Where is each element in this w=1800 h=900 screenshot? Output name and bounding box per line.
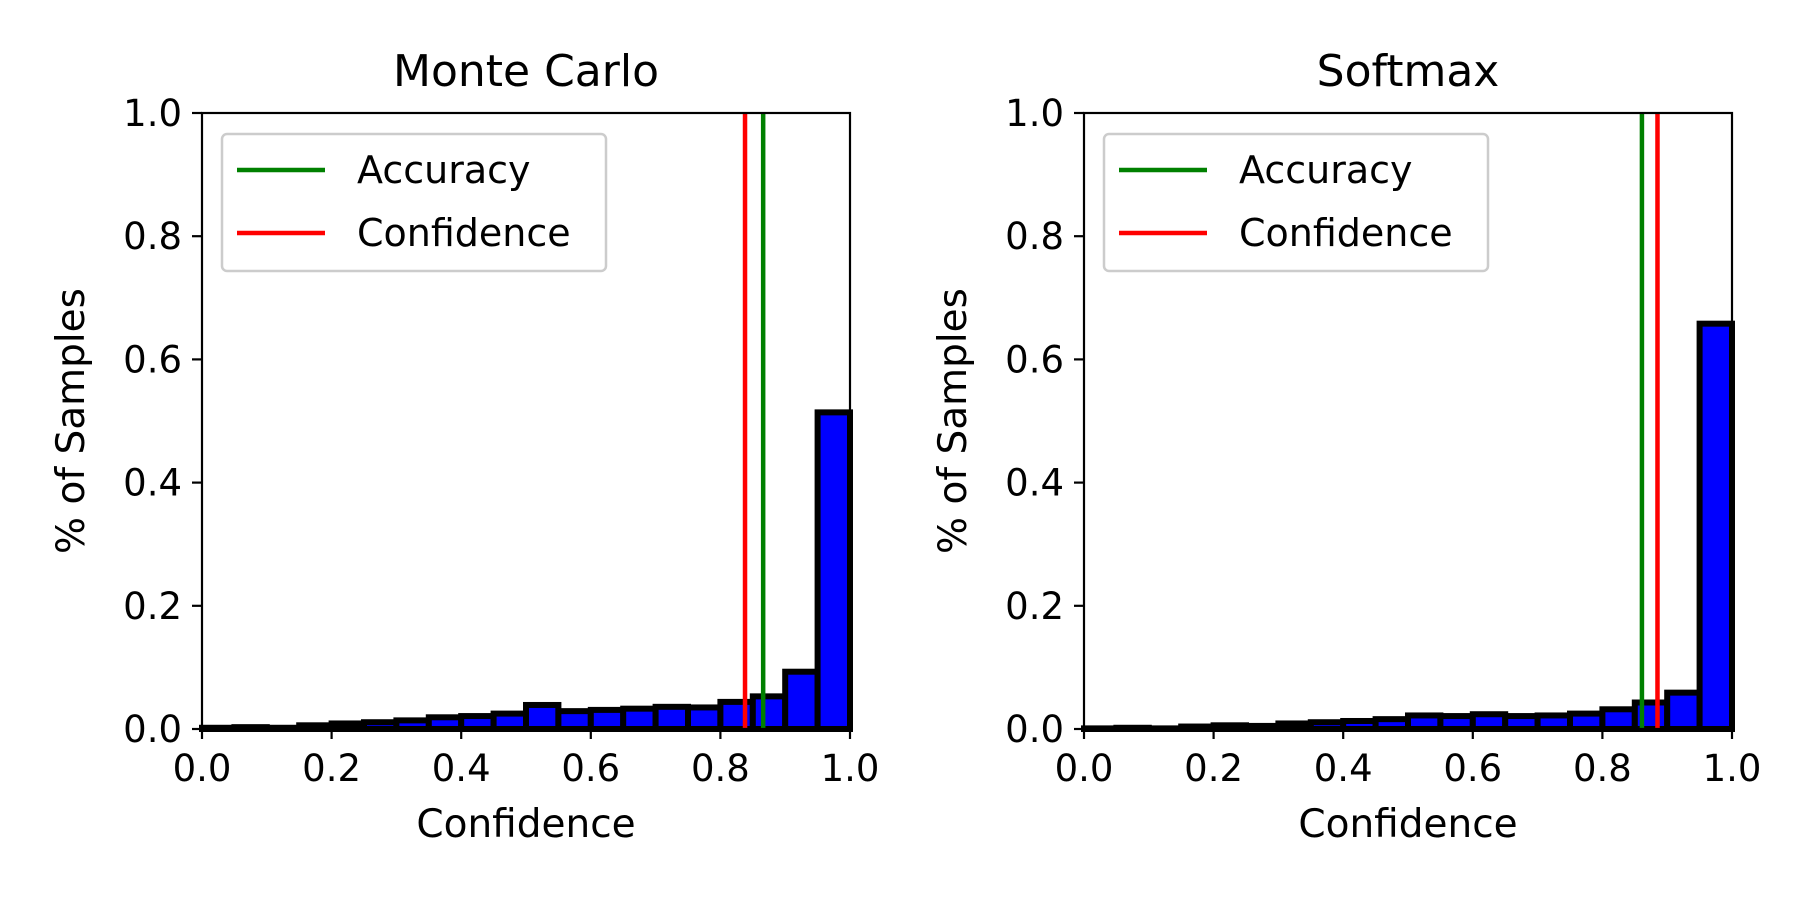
- bar: [814, 409, 853, 732]
- y-tick-label: 0.8: [123, 215, 182, 258]
- bar: [1534, 712, 1573, 732]
- x-tick-label: 0.0: [173, 747, 232, 790]
- bar: [749, 693, 789, 732]
- chart-title: Monte Carlo: [393, 46, 659, 97]
- bar: [1469, 711, 1509, 733]
- x-axis-label: Confidence: [1298, 802, 1517, 847]
- y-tick-label: 0.2: [1005, 585, 1064, 628]
- y-axis-label: % of Samples: [931, 288, 976, 554]
- bar: [1502, 713, 1541, 733]
- bar: [1599, 706, 1638, 733]
- legend-label: Confidence: [357, 211, 571, 255]
- bars-group: [1081, 320, 1735, 733]
- y-tick-label: 0.0: [1005, 708, 1064, 751]
- bar: [782, 668, 821, 732]
- bar: [1405, 712, 1444, 732]
- bar: [490, 710, 530, 732]
- y-tick-label: 0.4: [123, 462, 182, 505]
- bar: [458, 713, 497, 733]
- y-axis-label: % of Samples: [49, 288, 94, 554]
- x-tick-label: 0.6: [1443, 747, 1502, 790]
- y-tick-label: 0.2: [123, 585, 182, 628]
- bar: [1664, 689, 1703, 733]
- y-tick-label: 0.6: [1005, 338, 1064, 381]
- bar: [1631, 699, 1671, 733]
- x-axis-label: Confidence: [416, 802, 635, 847]
- bar: [1437, 713, 1476, 733]
- bar: [717, 698, 756, 732]
- bar: [425, 714, 465, 733]
- bar: [1567, 710, 1606, 732]
- y-tick-label: 1.0: [1005, 92, 1064, 135]
- legend: Accuracy Confidence: [1102, 132, 1490, 273]
- x-tick-label: 0.8: [1573, 747, 1632, 790]
- y-tick-label: 1.0: [123, 92, 182, 135]
- chart-panel-1: 0.0 0.2 0.4 0.6 0.8 1.0 0.0 0.2 0.4 0.6 0.8 1.0 Soft…: [931, 46, 1761, 847]
- bar: [523, 701, 562, 733]
- x-tick-label: 0.8: [691, 747, 750, 790]
- bar: [555, 708, 594, 732]
- x-tick-label: 0.4: [1314, 747, 1373, 790]
- y-tick-label: 0.6: [123, 338, 182, 381]
- x-tick-label: 0.4: [432, 747, 491, 790]
- bar: [587, 706, 627, 732]
- bar: [1340, 717, 1379, 733]
- y-tick-label: 0.0: [123, 708, 182, 751]
- legend-label: Accuracy: [357, 148, 531, 192]
- axes-frame: [1082, 111, 1734, 731]
- bar: [1372, 716, 1411, 732]
- bar: [620, 705, 659, 732]
- bar: [652, 703, 691, 732]
- chart-title: Softmax: [1317, 46, 1500, 97]
- legend-label: Confidence: [1239, 211, 1453, 255]
- y-tick-label: 0.4: [1005, 462, 1064, 505]
- x-tick-label: 0.6: [561, 747, 620, 790]
- x-tick-label: 0.2: [1184, 747, 1243, 790]
- bar: [685, 704, 724, 733]
- x-tick-label: 0.2: [302, 747, 361, 790]
- legend: Accuracy Confidence: [220, 132, 608, 273]
- axes-frame: [200, 111, 852, 731]
- x-tick-label: 1.0: [821, 747, 880, 790]
- legend-label: Accuracy: [1239, 148, 1413, 192]
- bar: [1696, 320, 1735, 732]
- x-tick-label: 1.0: [1703, 747, 1762, 790]
- y-tick-label: 0.8: [1005, 215, 1064, 258]
- x-tick-label: 0.0: [1055, 747, 1114, 790]
- bars-group: [199, 409, 853, 733]
- bar: [393, 717, 432, 732]
- chart-panel-0: 0.0 0.2 0.4 0.6 0.8 1.0 0.0 0.2 0.4 0.6 0.8 1.0 Mont…: [49, 46, 879, 847]
